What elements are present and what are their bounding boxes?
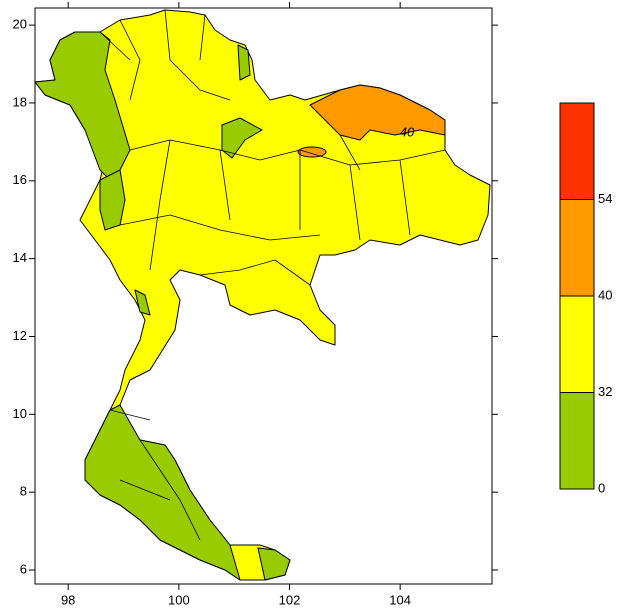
- colorbar-segment: [559, 102, 595, 200]
- region-orange: [297, 146, 327, 158]
- colorbar-label: 32: [598, 384, 612, 399]
- colorbar-segment: [559, 295, 595, 393]
- region-orange: [309, 84, 446, 141]
- region-green: [134, 289, 151, 316]
- x-tick-label: 100: [168, 592, 190, 607]
- region-green: [99, 169, 126, 231]
- colorbar-segment: [559, 392, 595, 490]
- y-tick-label: 6: [20, 561, 27, 576]
- region-green: [237, 44, 251, 81]
- y-tick-label: 12: [13, 328, 27, 343]
- y-tick-label: 16: [13, 172, 27, 187]
- region-green: [221, 117, 263, 159]
- map: [34, 9, 491, 581]
- region-green: [257, 547, 291, 581]
- x-tick-label: 104: [389, 592, 411, 607]
- colorbar-segment: [559, 199, 595, 297]
- region-green: [84, 404, 241, 581]
- colorbar-label: 54: [598, 191, 612, 206]
- province-borders: [99, 9, 446, 541]
- contour-label: 40: [400, 124, 415, 139]
- colorbar-label: 40: [598, 287, 612, 302]
- x-tick-label: 98: [61, 592, 75, 607]
- x-tick-label: 102: [279, 592, 301, 607]
- colorbar-label: 0: [598, 480, 605, 495]
- y-tick-label: 10: [13, 406, 27, 421]
- y-tick-label: 18: [13, 94, 27, 109]
- plot-frame: [34, 7, 493, 585]
- y-tick-label: 14: [13, 250, 27, 265]
- y-tick-label: 8: [20, 484, 27, 499]
- y-tick-label: 20: [13, 17, 27, 32]
